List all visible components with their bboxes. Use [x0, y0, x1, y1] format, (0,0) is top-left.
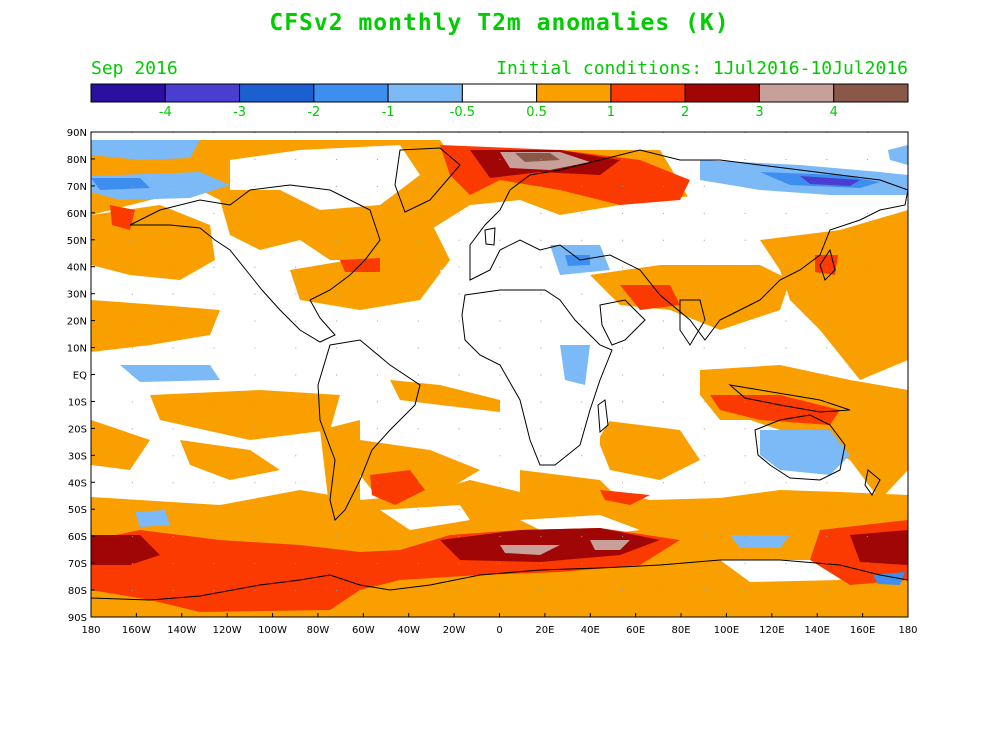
lat-tick-label: 90S — [68, 613, 87, 624]
lat-tick-label: 30N — [67, 290, 87, 301]
lat-tick-label: 20N — [67, 317, 87, 328]
lat-tick-label: 40N — [67, 263, 87, 274]
lat-tick-label: 10S — [68, 397, 87, 408]
colorbar-swatch — [164, 83, 241, 103]
colorbar-label: 3 — [755, 105, 763, 120]
colorbar: -4 -3 -2 -1 -0.5 0.5 1 2 3 4 — [90, 83, 909, 120]
lon-tick-label: 20W — [443, 625, 466, 636]
lon-tick-label: 80E — [672, 625, 691, 636]
lat-tick-label: 70S — [68, 559, 87, 570]
forecast-month: Sep 2016 — [91, 58, 178, 79]
lon-tick-label: 160E — [850, 625, 875, 636]
lon-tick-label: 160W — [122, 625, 151, 636]
colorbar-swatch — [461, 83, 538, 103]
lat-tick-label: EQ — [73, 371, 87, 382]
colorbar-label: -2 — [307, 105, 320, 120]
lon-tick-label: 120E — [759, 625, 784, 636]
lon-tick-label: 60E — [626, 625, 645, 636]
colorbar-swatch — [239, 83, 315, 103]
colorbar-swatch — [90, 83, 166, 103]
lat-tick-label: 20S — [68, 424, 87, 435]
lat-tick-label: 50N — [67, 236, 87, 247]
colorbar-swatch — [684, 83, 760, 103]
lat-tick-label: 70N — [67, 182, 87, 193]
lon-tick-label: 100W — [258, 625, 287, 636]
lat-tick-label: 60N — [67, 209, 87, 220]
colorbar-swatch — [536, 83, 612, 103]
lat-tick-label: 90N — [67, 128, 87, 139]
lon-tick-label: 0 — [496, 625, 502, 636]
colorbar-label: 0.5 — [526, 105, 547, 120]
lon-tick-label: 20E — [535, 625, 554, 636]
lon-tick-label: 140E — [805, 625, 830, 636]
lat-tick-label: 60S — [68, 532, 87, 543]
colorbar-swatch — [833, 83, 909, 103]
map-title: CFSv2 monthly T2m anomalies (K) — [269, 10, 730, 36]
lat-lon-grid — [91, 132, 908, 617]
lon-tick-label: 60W — [352, 625, 375, 636]
lat-tick-label: 30S — [68, 451, 87, 462]
colorbar-label: 1 — [607, 105, 615, 120]
colorbar-label: 4 — [830, 105, 838, 120]
lat-tick-label: 80S — [68, 586, 87, 597]
colorbar-label: 2 — [681, 105, 689, 120]
lon-tick-label: 80W — [307, 625, 330, 636]
colorbar-label: -1 — [382, 105, 395, 120]
lon-tick-label: 120W — [213, 625, 242, 636]
lon-tick-label: 40W — [397, 625, 420, 636]
colorbar-swatch — [313, 83, 389, 103]
colorbar-label: -3 — [233, 105, 246, 120]
lon-tick-label: 100E — [714, 625, 739, 636]
lon-tick-label: 140W — [167, 625, 196, 636]
anomaly-map: 90N 80N 70N 60N 50N 40N 30N 20N 10N EQ 10S 20S 30S 40… — [67, 128, 918, 636]
lat-tick-label: 40S — [68, 478, 87, 489]
lat-tick-label: 80N — [67, 155, 87, 166]
initial-conditions: Initial conditions: 1Jul2016-10Jul2016 — [496, 58, 908, 79]
colorbar-swatch — [758, 83, 835, 103]
colorbar-label: -0.5 — [450, 105, 475, 120]
colorbar-swatch — [610, 83, 686, 103]
lat-tick-label: 10N — [67, 344, 87, 355]
colorbar-swatch — [387, 83, 463, 103]
lon-tick-label: 180 — [898, 625, 917, 636]
lon-tick-label: 180 — [81, 625, 100, 636]
axis-labels: 90N 80N 70N 60N 50N 40N 30N 20N 10N EQ 10S 20S 30S 40… — [67, 128, 918, 636]
colorbar-label: -4 — [159, 105, 172, 120]
lat-tick-label: 50S — [68, 505, 87, 516]
lon-tick-label: 40E — [581, 625, 600, 636]
